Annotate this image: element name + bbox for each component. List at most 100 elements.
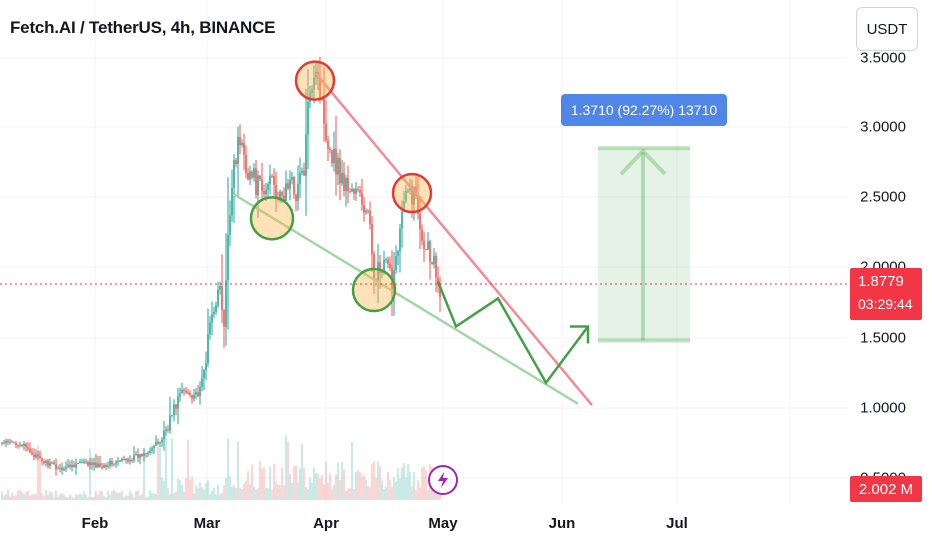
candle-body xyxy=(195,392,197,395)
volume-bar xyxy=(137,490,139,500)
support-touch-circle xyxy=(249,196,295,241)
volume-bar xyxy=(279,485,281,500)
candle-body xyxy=(163,430,165,440)
volume-bar xyxy=(83,491,85,500)
candle-body xyxy=(3,442,5,444)
candle-body xyxy=(125,459,127,461)
projection-path xyxy=(436,281,590,385)
volume-bar xyxy=(295,465,297,500)
volume-bar xyxy=(103,496,105,500)
volume-bar xyxy=(337,462,339,500)
volume-bar xyxy=(281,467,283,500)
last-price-value: 1.8779 xyxy=(858,273,904,290)
candle-body xyxy=(113,463,115,465)
volume-bar xyxy=(167,487,169,500)
support-touch-circle xyxy=(351,267,397,313)
volume-bar xyxy=(395,481,397,500)
candle-body xyxy=(405,190,407,202)
volume-bar xyxy=(187,439,189,500)
candle-body xyxy=(43,461,45,463)
volume-bar xyxy=(385,486,387,500)
volume-bar xyxy=(311,482,313,500)
candle-body xyxy=(173,404,175,416)
candle-body xyxy=(145,453,147,455)
volume-bar xyxy=(169,494,171,500)
volume-bar xyxy=(251,464,253,500)
candle-body xyxy=(231,187,233,216)
volume-bar xyxy=(393,477,395,500)
candle-body xyxy=(411,186,413,205)
candle-body xyxy=(257,175,259,196)
candle-body xyxy=(199,387,201,397)
candle-body xyxy=(335,148,337,175)
volume-bar xyxy=(175,491,177,500)
volume-bar xyxy=(183,491,185,500)
volume-bar xyxy=(115,492,117,500)
volume-bar xyxy=(373,461,375,500)
volume-bar xyxy=(47,494,49,500)
volume-bar xyxy=(139,495,141,500)
volume-bar xyxy=(157,446,159,500)
candle-body xyxy=(77,463,79,465)
candle-body xyxy=(13,442,15,444)
volume-bar xyxy=(335,474,337,500)
volume-bar xyxy=(391,487,393,500)
candle-body xyxy=(73,464,75,468)
candle-body xyxy=(329,148,331,151)
volume-bar xyxy=(125,495,127,500)
volume-bar xyxy=(129,490,131,500)
candle-body xyxy=(397,251,399,256)
candle-body xyxy=(187,392,189,394)
candle-body xyxy=(157,441,159,444)
volume-bar xyxy=(79,493,81,500)
volume-bar xyxy=(319,478,321,500)
candle-body xyxy=(431,261,433,265)
candle-body xyxy=(349,191,351,193)
candle-body xyxy=(341,172,343,184)
volume-bar xyxy=(257,488,259,500)
volume-bar xyxy=(57,497,59,500)
volume-bar xyxy=(97,494,99,500)
candle-body xyxy=(127,459,129,462)
candle-body xyxy=(39,456,41,459)
volume-bar xyxy=(263,467,265,500)
volume-bar xyxy=(255,489,257,500)
volume-bar xyxy=(293,466,295,500)
candle-body xyxy=(283,195,285,201)
volume-bar xyxy=(5,493,7,500)
candle-body xyxy=(59,467,61,469)
volume-bar xyxy=(145,497,147,500)
volume-bar xyxy=(357,469,359,500)
currency-button[interactable]: USDT xyxy=(856,7,918,51)
volume-bar xyxy=(315,473,317,500)
time-tick: May xyxy=(428,515,458,532)
candle-body xyxy=(419,213,421,230)
volume-bar xyxy=(143,449,145,500)
volume-bar xyxy=(71,497,73,500)
candle-body xyxy=(351,188,353,192)
volume-bar xyxy=(211,490,213,500)
volume-bar xyxy=(343,469,345,500)
candle-body xyxy=(209,322,211,335)
resistance-touch-circle xyxy=(294,60,336,101)
candle-body xyxy=(177,396,179,409)
candle-body xyxy=(171,415,173,417)
volume-bar xyxy=(323,484,325,500)
volume-bar xyxy=(291,482,293,500)
candle-body xyxy=(117,460,119,462)
candle-body xyxy=(325,123,327,141)
candle-body xyxy=(103,464,105,468)
candle-body xyxy=(241,142,243,146)
volume-bar xyxy=(101,491,103,500)
candle-body xyxy=(123,459,125,461)
volume-bar xyxy=(35,494,37,500)
price-tick: 3.0000 xyxy=(860,118,906,136)
volume-bars xyxy=(1,432,441,500)
lightning-bolt-icon[interactable] xyxy=(428,465,458,495)
candle-body xyxy=(71,464,73,467)
volume-bar xyxy=(87,497,89,500)
volume-bar xyxy=(425,470,427,500)
volume-bar xyxy=(419,487,421,500)
candle-body xyxy=(159,442,161,444)
